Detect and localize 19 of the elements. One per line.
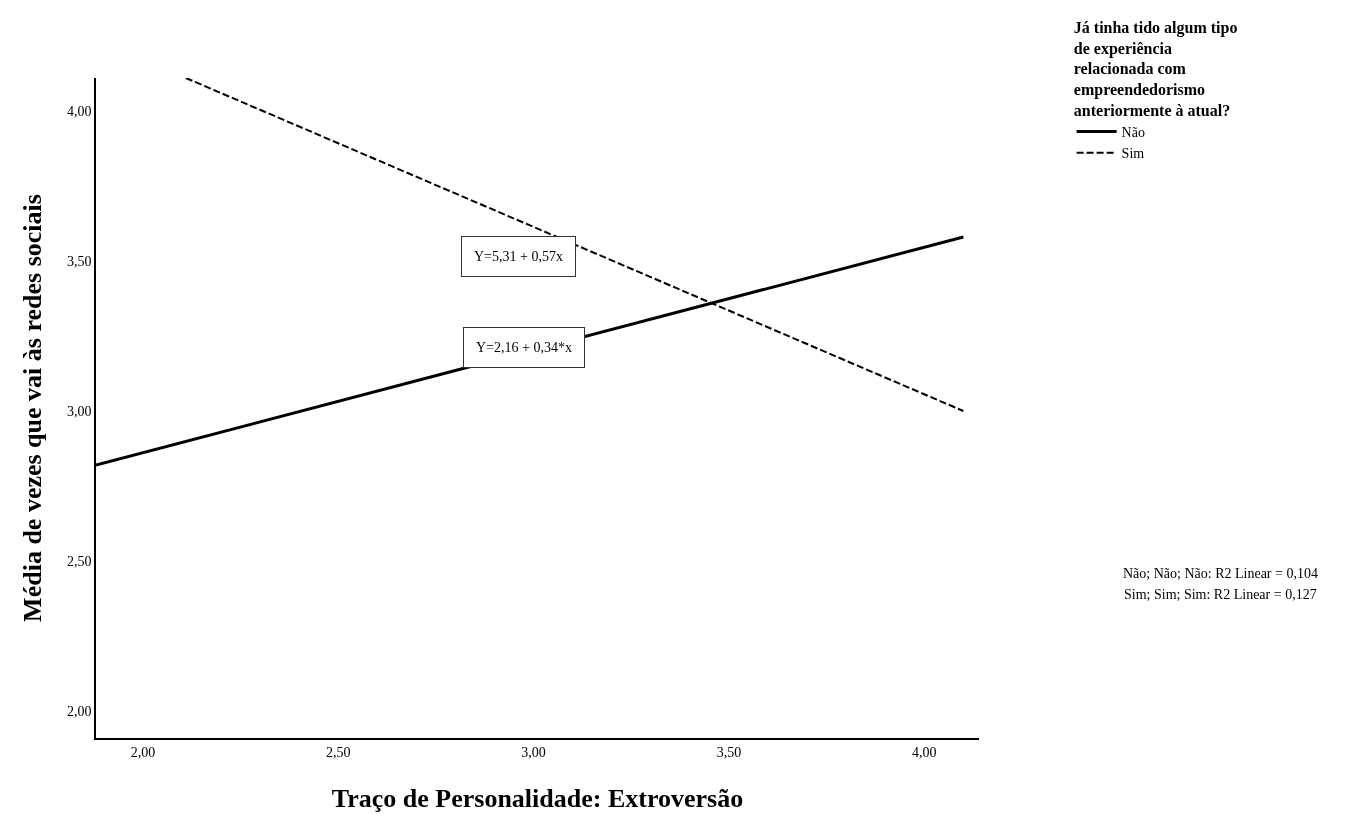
x-tick-label: 2,00	[130, 744, 156, 760]
y-tick-label: 3,50	[66, 253, 92, 269]
legend-label: Não	[1121, 125, 1145, 141]
x-tick-label: 2,50	[325, 744, 351, 760]
annotation: Y=5,31 + 0,57x	[474, 249, 563, 264]
y-tick-label: 2,00	[66, 703, 92, 719]
y-tick-label: 3,00	[66, 403, 92, 419]
x-tick-label: 3,00	[521, 744, 546, 760]
annotation: Y=2,16 + 0,34*x	[476, 340, 572, 355]
legend-label: Sim	[1121, 146, 1145, 162]
y-axis-title: Média de vezes que vai às redes sociais	[17, 194, 47, 622]
text: Sim; Sim; Sim: R2 Linear = 0,127	[1124, 587, 1317, 602]
x-axis-title: Traço de Personalidade: Extroversão	[331, 783, 744, 813]
x-tick-label: 3,50	[716, 744, 742, 760]
y-tick-label: 4,00	[66, 103, 92, 119]
text: Não; Não; Não: R2 Linear = 0,104	[1123, 566, 1318, 581]
x-tick-label: 4,00	[912, 744, 937, 760]
legend-title: Já tinha tido algum tipo de experiência relacionada com empreendedorismo anteriormente à atual?	[1073, 18, 1238, 119]
y-tick-label: 2,50	[66, 553, 92, 569]
